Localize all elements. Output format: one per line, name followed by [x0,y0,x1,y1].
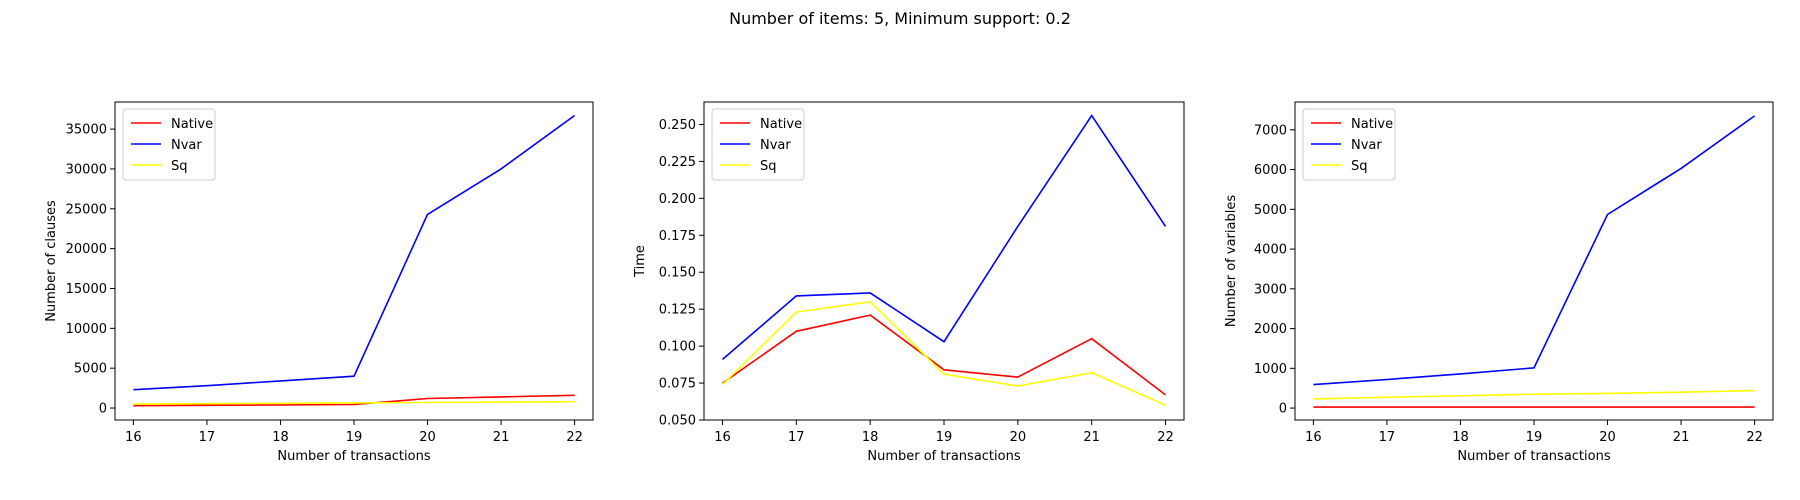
y-tick-label: 2000 [1254,322,1287,337]
x-tick-label: 19 [1526,430,1543,445]
x-tick-label: 18 [862,430,879,445]
series-line-sq [1313,389,1755,400]
x-tick-label: 22 [1157,430,1174,445]
y-tick-label: 7000 [1254,123,1287,138]
x-tick-label: 19 [346,430,363,445]
x-axis-label: Number of transactions [1457,449,1610,464]
x-tick-label: 16 [125,430,142,445]
y-tick-label: 20000 [66,242,107,257]
y-tick-label: 5000 [74,362,107,377]
x-tick-label: 18 [1452,430,1469,445]
y-tick-label: 3000 [1254,282,1287,297]
legend: Native Nvar Sq [711,108,805,181]
y-tick-label: 0.050 [659,414,696,429]
series-line-native [133,394,575,407]
legend: Native Nvar Sq [1302,108,1396,181]
y-axis-label: Number of clauses [44,200,59,322]
legend-frame [122,108,216,181]
x-axis-label: Number of transactions [867,449,1020,464]
y-tick-label: 0.200 [659,192,696,207]
x-tick-label: 16 [714,430,731,445]
legend-label-sq: Sq [760,159,777,174]
y-tick-label: 0.250 [659,118,696,133]
series-line-nvar [133,114,576,391]
y-tick-label: 0.150 [659,266,696,281]
legend-frame [711,108,805,181]
x-tick-label: 20 [1010,430,1027,445]
x-tick-label: 22 [566,430,583,445]
y-tick-label: 35000 [66,123,107,138]
series-line-sq [721,300,1166,406]
y-tick-label: 15000 [66,282,107,297]
legend: Native Nvar Sq [122,108,216,181]
y-tick-label: 1000 [1254,362,1287,377]
series-line-nvar [721,114,1167,361]
legend-label-sq: Sq [171,159,188,174]
y-tick-label: 6000 [1254,163,1287,178]
x-tick-label: 21 [1673,430,1690,445]
y-axis-label: Time [633,245,648,278]
legend-label-sq: Sq [1351,159,1368,174]
series-line-native [722,314,1166,396]
x-tick-label: 18 [272,430,289,445]
legend-label-native: Native [760,117,802,132]
y-tick-label: 0.125 [659,303,696,318]
y-tick-label: 25000 [66,202,107,217]
x-axis-label: Number of transactions [277,449,430,464]
x-tick-label: 17 [1379,430,1396,445]
legend-label-native: Native [171,117,213,132]
subplot-3: 16 17 18 19 20 21 22 0 1000 2000 3000 4000 5000 6000 7… [1224,101,1774,464]
y-tick-label: 30000 [66,162,107,177]
y-tick-label: 0.075 [659,377,696,392]
x-tick-label: 22 [1746,430,1763,445]
y-tick-label: 0.100 [659,340,696,355]
x-tick-label: 16 [1305,430,1322,445]
series-line-nvar [1313,115,1756,386]
y-tick-label: 0 [1279,402,1287,417]
y-tick-label: 5000 [1254,203,1287,218]
legend-label-nvar: Nvar [760,138,791,153]
y-tick-label: 4000 [1254,243,1287,258]
x-tick-label: 20 [419,430,436,445]
x-tick-label: 17 [788,430,805,445]
y-tick-label: 0.175 [659,229,696,244]
subplots: 16 17 18 19 20 21 2205000100001500020000250003… [44,101,1774,464]
subplot-1: 16 17 18 19 20 21 22 0 5000 10000 15000 20000 25000 3… [44,101,594,464]
x-tick-label: 20 [1599,430,1616,445]
series-line-sq [133,400,575,405]
y-axis-label: Number of variables [1224,195,1239,327]
x-tick-label: 21 [493,430,510,445]
y-tick-label: 0.225 [659,155,696,170]
figure-title: Number of items: 5, Minimum support: 0.2 [729,9,1071,28]
x-tick-label: 17 [199,430,216,445]
x-tick-label: 19 [936,430,953,445]
subplot-2: 16 17 18 19 20 21 22 0.050 0.075 0.100 0.125 0.150 0… [633,101,1185,464]
x-tick-label: 21 [1083,430,1100,445]
y-tick-label: 0 [99,402,107,417]
legend-label-native: Native [1351,117,1393,132]
legend-frame [1302,108,1396,181]
y-tick-label: 10000 [66,322,107,337]
legend-label-nvar: Nvar [171,138,202,153]
legend-label-nvar: Nvar [1351,138,1382,153]
